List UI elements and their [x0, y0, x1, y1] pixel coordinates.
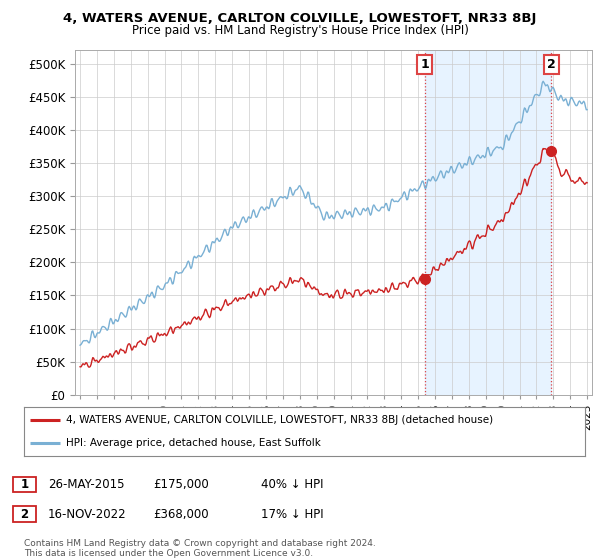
Text: HPI: Average price, detached house, East Suffolk: HPI: Average price, detached house, East…: [66, 438, 321, 448]
Text: Price paid vs. HM Land Registry's House Price Index (HPI): Price paid vs. HM Land Registry's House …: [131, 24, 469, 36]
Text: 16-NOV-2022: 16-NOV-2022: [48, 507, 127, 521]
Text: 1: 1: [421, 58, 429, 71]
Text: 4, WATERS AVENUE, CARLTON COLVILLE, LOWESTOFT, NR33 8BJ: 4, WATERS AVENUE, CARLTON COLVILLE, LOWE…: [64, 12, 536, 25]
Text: 2: 2: [20, 507, 29, 521]
Text: £368,000: £368,000: [153, 507, 209, 521]
Text: 4, WATERS AVENUE, CARLTON COLVILLE, LOWESTOFT, NR33 8BJ (detached house): 4, WATERS AVENUE, CARLTON COLVILLE, LOWE…: [66, 416, 493, 426]
Text: 40% ↓ HPI: 40% ↓ HPI: [261, 478, 323, 491]
Text: 2: 2: [547, 58, 556, 71]
Text: Contains HM Land Registry data © Crown copyright and database right 2024.
This d: Contains HM Land Registry data © Crown c…: [24, 539, 376, 558]
Bar: [425, 50, 551, 395]
Text: 26-MAY-2015: 26-MAY-2015: [48, 478, 125, 491]
Text: 1: 1: [20, 478, 29, 491]
Text: £175,000: £175,000: [153, 478, 209, 491]
Text: 17% ↓ HPI: 17% ↓ HPI: [261, 507, 323, 521]
